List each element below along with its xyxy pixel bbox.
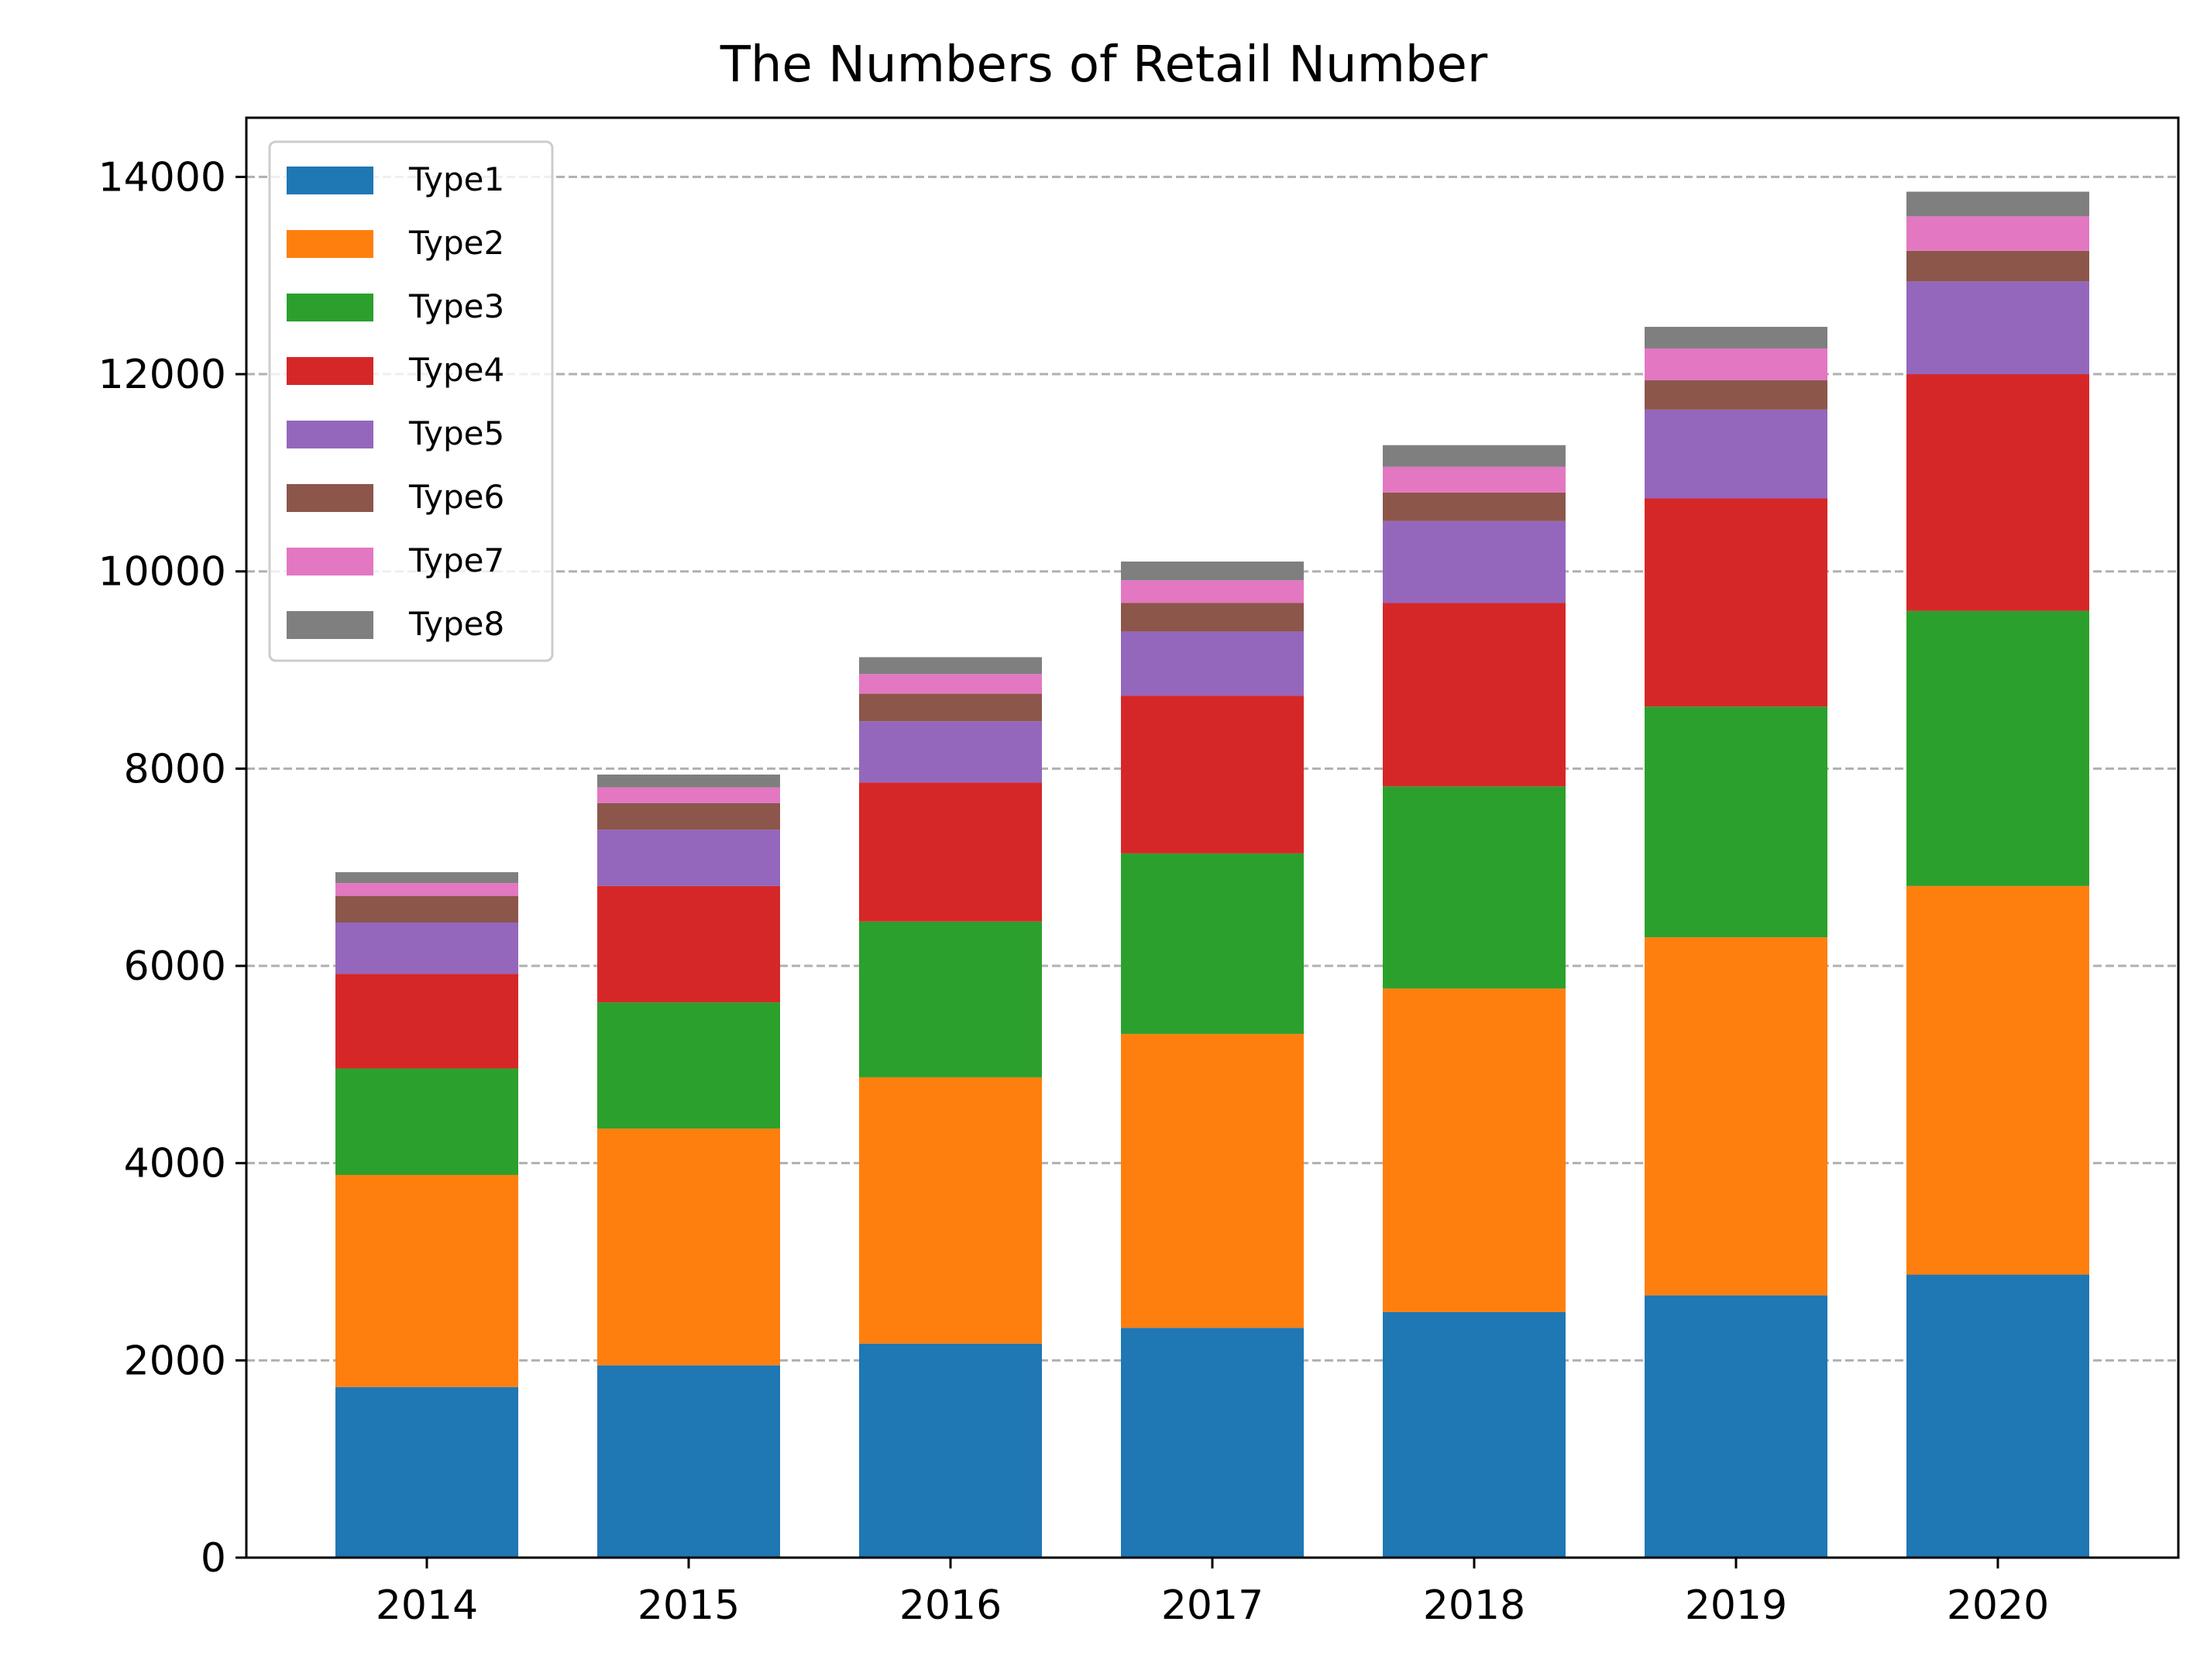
x-tick-label-2016: 2016	[899, 1582, 1002, 1629]
legend-label-type2: Type2	[408, 224, 504, 262]
bar-2018-type1	[1383, 1311, 1566, 1558]
y-tick-label-4000: 4000	[124, 1141, 226, 1187]
bar-2016-type8	[859, 657, 1042, 675]
bar-2017-type5	[1121, 631, 1304, 696]
bar-2020-type6	[1906, 250, 2089, 282]
legend-label-type4: Type4	[408, 351, 504, 389]
bar-2016-type2	[859, 1077, 1042, 1344]
bar-2020-type2	[1906, 885, 2089, 1275]
bar-2017-type7	[1121, 580, 1304, 603]
legend-label-type3: Type3	[408, 287, 504, 325]
bar-2020-type8	[1906, 191, 2089, 217]
bar-2019-type5	[1645, 409, 1827, 499]
bar-2019-type4	[1645, 498, 1827, 707]
bar-2015-type2	[597, 1129, 780, 1366]
bar-2015-type1	[597, 1365, 780, 1558]
y-tick-label-0: 0	[201, 1535, 226, 1582]
bar-2014-type5	[335, 922, 518, 974]
bar-2018-type2	[1383, 988, 1566, 1312]
bar-2016-type4	[859, 782, 1042, 922]
legend-swatch-type2	[287, 230, 373, 258]
x-tick-label-2014: 2014	[376, 1582, 478, 1629]
legend-swatch-type1	[287, 167, 373, 194]
bar-2018-type7	[1383, 466, 1566, 493]
bar-2015-type3	[597, 1002, 780, 1129]
bar-2018-type4	[1383, 603, 1566, 787]
bar-2014-type1	[335, 1386, 518, 1558]
y-tick-label-12000: 12000	[98, 352, 226, 398]
bar-2018-type8	[1383, 445, 1566, 467]
bar-2017-type1	[1121, 1328, 1304, 1558]
y-tick-label-14000: 14000	[98, 154, 226, 201]
bar-2018-type5	[1383, 520, 1566, 603]
legend-label-type8: Type8	[408, 605, 504, 643]
x-tick-label-2015: 2015	[638, 1582, 740, 1629]
bar-2018-type3	[1383, 786, 1566, 989]
legend-label-type6: Type6	[408, 478, 504, 516]
legend-label-type5: Type5	[408, 414, 504, 452]
bar-2019-type6	[1645, 380, 1827, 410]
x-tick-label-2018: 2018	[1423, 1582, 1525, 1629]
axes-layer: 0 2000 4000 6000 8000 10000 12000 14000 2014 2015…	[98, 116, 2180, 1629]
y-tick-label-8000: 8000	[124, 746, 226, 792]
bar-2020-type7	[1906, 216, 2089, 251]
bar-2018-type6	[1383, 492, 1566, 521]
legend-swatch-type3	[287, 294, 373, 321]
bar-2015-type6	[597, 802, 780, 830]
legend-box	[268, 140, 554, 662]
bar-2016-type5	[859, 721, 1042, 783]
bar-2017-type3	[1121, 853, 1304, 1034]
legend-label-type1: Type1	[408, 160, 504, 198]
legend-swatch-type4	[287, 357, 373, 385]
bar-2014-type3	[335, 1068, 518, 1175]
bar-2015-type4	[597, 885, 780, 1003]
bar-2016-type7	[859, 674, 1042, 694]
legend-label-type7: Type7	[408, 541, 504, 579]
y-tick-label-2000: 2000	[124, 1338, 226, 1384]
bar-2019-type7	[1645, 348, 1827, 380]
chart-title: The Numbers of Retail Number	[720, 36, 1488, 94]
x-tick-label-2019: 2019	[1685, 1582, 1787, 1629]
bar-2016-type3	[859, 921, 1042, 1077]
bar-2014-type2	[335, 1174, 518, 1387]
y-tick-label-10000: 10000	[98, 549, 226, 596]
bar-2014-type6	[335, 895, 518, 923]
legend: Type1 Type2 Type3 Type4 Type5 Type6 Type7 Type8	[268, 140, 554, 662]
bar-2015-type7	[597, 787, 780, 803]
bar-2020-type3	[1906, 610, 2089, 886]
bar-2017-type4	[1121, 696, 1304, 854]
bar-2017-type6	[1121, 603, 1304, 632]
legend-swatch-type5	[287, 421, 373, 448]
bar-2015-type8	[597, 775, 780, 788]
legend-swatch-type6	[287, 484, 373, 512]
bar-2019-type1	[1645, 1295, 1827, 1558]
bar-2014-type7	[335, 883, 518, 896]
legend-swatch-type7	[287, 548, 373, 575]
bar-2020-type1	[1906, 1274, 2089, 1558]
bar-2015-type5	[597, 830, 780, 886]
bar-2017-type2	[1121, 1033, 1304, 1328]
bar-2019-type8	[1645, 326, 1827, 349]
bar-2020-type4	[1906, 374, 2089, 611]
bar-2019-type3	[1645, 706, 1827, 938]
bar-2014-type8	[335, 872, 518, 884]
bar-2019-type2	[1645, 937, 1827, 1296]
bar-2016-type1	[859, 1343, 1042, 1558]
bar-2014-type4	[335, 974, 518, 1069]
x-tick-label-2017: 2017	[1161, 1582, 1263, 1629]
bar-2016-type6	[859, 693, 1042, 722]
bars-layer	[335, 191, 2089, 1558]
y-tick-label-6000: 6000	[124, 943, 226, 990]
bar-2020-type5	[1906, 281, 2089, 375]
legend-swatch-type8	[287, 611, 373, 639]
bar-2017-type8	[1121, 561, 1304, 581]
x-tick-label-2020: 2020	[1947, 1582, 2049, 1629]
